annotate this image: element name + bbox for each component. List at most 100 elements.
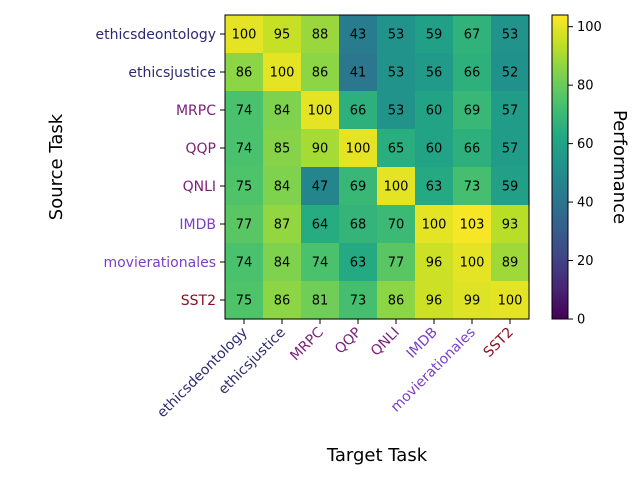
heatmap-cell <box>377 15 416 54</box>
heatmap-cell <box>339 281 378 320</box>
cell-value-label: 95 <box>274 28 291 43</box>
cell-value-label: 69 <box>350 180 367 195</box>
cell-value-label: 52 <box>502 66 519 81</box>
cell-value-label: 69 <box>464 104 481 119</box>
cell-value-label: 86 <box>274 294 291 309</box>
x-tick-label: MRPC <box>287 324 327 364</box>
heatmap-cell <box>415 281 454 320</box>
heatmap-cell <box>415 205 454 244</box>
cell-value-label: 90 <box>312 142 329 157</box>
cell-value-label: 77 <box>388 256 405 271</box>
heatmap-cell <box>339 205 378 244</box>
cell-value-label: 81 <box>312 294 329 309</box>
heatmap-cell <box>377 205 416 244</box>
y-tick-label: MRPC <box>176 103 216 119</box>
colorbar-tick-label: 80 <box>577 79 594 94</box>
heatmap-cell <box>491 167 530 206</box>
x-axis-label: Target Task <box>326 445 428 466</box>
x-tick-label: QQP <box>332 325 365 358</box>
heatmap-cell <box>301 129 340 168</box>
cell-value-label: 67 <box>464 28 481 43</box>
heatmap-cell <box>301 205 340 244</box>
cell-value-label: 53 <box>388 28 405 43</box>
cell-value-label: 57 <box>502 104 519 119</box>
cell-value-label: 74 <box>236 104 253 119</box>
cell-value-label: 66 <box>464 142 481 157</box>
colorbar-tick-label: 40 <box>577 196 594 211</box>
cell-value-label: 100 <box>422 218 447 233</box>
heatmap-cell <box>263 281 302 320</box>
heatmap-cell <box>415 167 454 206</box>
heatmap-cell <box>453 243 492 282</box>
cell-value-label: 68 <box>350 218 367 233</box>
heatmap-cell <box>415 53 454 92</box>
cell-value-label: 75 <box>236 294 253 309</box>
heatmap-cell <box>453 281 492 320</box>
heatmap-cell <box>415 243 454 282</box>
cell-value-label: 65 <box>388 142 405 157</box>
heatmap-cell <box>225 129 264 168</box>
heatmap-cell <box>301 281 340 320</box>
heatmap-cell <box>339 53 378 92</box>
heatmap-cell <box>377 129 416 168</box>
heatmap-cell <box>377 167 416 206</box>
heatmap-cell <box>491 243 530 282</box>
heatmap-cell <box>377 243 416 282</box>
heatmap-cell <box>263 243 302 282</box>
cell-value-label: 74 <box>236 256 253 271</box>
heatmap-cell <box>225 91 264 130</box>
colorbar-tick-label: 60 <box>577 137 594 152</box>
cell-value-label: 100 <box>346 142 371 157</box>
cell-value-label: 60 <box>426 104 443 119</box>
cell-value-label: 47 <box>312 180 329 195</box>
heatmap-cell <box>225 243 264 282</box>
heatmap-cell <box>491 91 530 130</box>
y-axis-label: Source Task <box>46 113 67 220</box>
cell-value-label: 70 <box>388 218 405 233</box>
plot-frame <box>224 14 530 320</box>
cell-value-label: 89 <box>502 256 519 271</box>
heatmap-cell <box>491 129 530 168</box>
heatmap-cell <box>415 91 454 130</box>
cell-value-label: 86 <box>388 294 405 309</box>
cell-value-label: 73 <box>350 294 367 309</box>
cell-value-label: 63 <box>426 180 443 195</box>
heatmap-cell <box>301 53 340 92</box>
cell-value-label: 86 <box>312 66 329 81</box>
cell-value-label: 66 <box>350 104 367 119</box>
heatmap-cell <box>301 15 340 54</box>
cell-value-label: 74 <box>312 256 329 271</box>
cell-value-label: 60 <box>426 142 443 157</box>
heatmap-cell <box>339 15 378 54</box>
cell-value-label: 43 <box>350 28 367 43</box>
heatmap-cell <box>225 281 264 320</box>
heatmap-cell <box>453 129 492 168</box>
heatmap-cell <box>453 15 492 54</box>
y-tick-label: ethicsdeontology <box>96 27 216 43</box>
cell-value-label: 100 <box>270 66 295 81</box>
x-tick-label: ethicsjustice <box>216 325 289 398</box>
cell-value-label: 85 <box>274 142 291 157</box>
colorbar-label: Performance <box>609 110 630 224</box>
cell-value-label: 41 <box>350 66 367 81</box>
heatmap-cell <box>263 167 302 206</box>
heatmap-cell <box>339 129 378 168</box>
heatmap-cell <box>225 167 264 206</box>
cell-value-label: 100 <box>460 256 485 271</box>
cell-value-label: 63 <box>350 256 367 271</box>
colorbar-tick-label: 0 <box>577 313 585 328</box>
cell-value-label: 73 <box>464 180 481 195</box>
heatmap-cell <box>453 205 492 244</box>
cell-value-label: 88 <box>312 28 329 43</box>
heatmap-cell <box>339 91 378 130</box>
cell-value-label: 96 <box>426 256 443 271</box>
cell-value-label: 77 <box>236 218 253 233</box>
heatmap-cell <box>225 205 264 244</box>
cell-value-label: 64 <box>312 218 329 233</box>
cell-value-label: 99 <box>464 294 481 309</box>
cell-value-label: 100 <box>498 294 523 309</box>
cell-value-label: 84 <box>274 104 291 119</box>
x-tick-label: QNLI <box>368 325 403 360</box>
heatmap-cell <box>453 91 492 130</box>
